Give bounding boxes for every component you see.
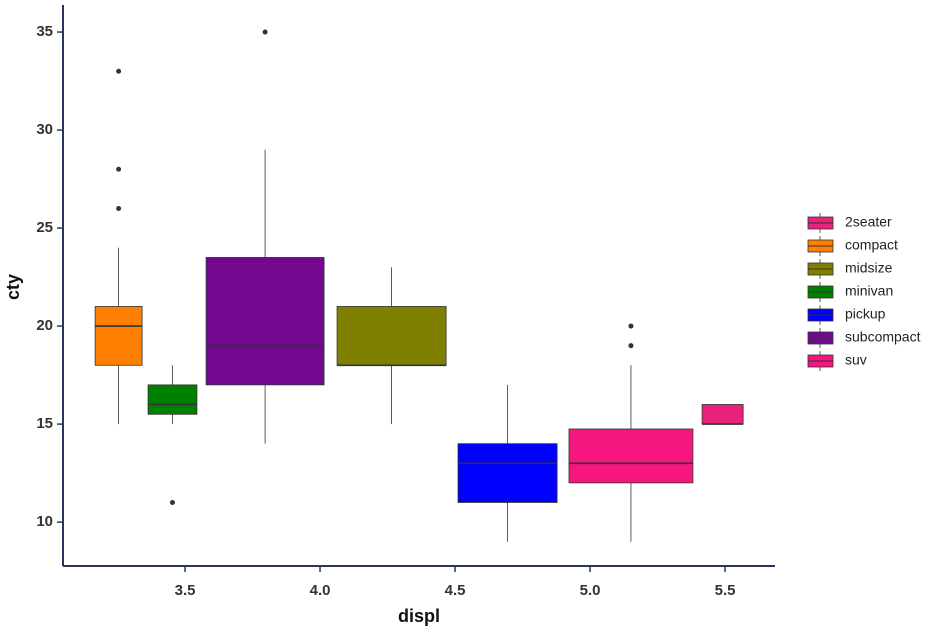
outlier: [169, 499, 175, 505]
legend-label: pickup: [845, 306, 886, 322]
outlier: [628, 343, 634, 349]
x-tick-label: 5.5: [715, 582, 736, 599]
x-axis-title: displ: [398, 606, 440, 626]
outlier: [116, 166, 122, 172]
outlier: [116, 205, 122, 211]
y-tick-label: 15: [36, 415, 53, 432]
box: [568, 428, 694, 484]
y-tick-label: 30: [36, 121, 53, 138]
x-tick-label: 5.0: [580, 582, 601, 599]
legend-label: compact: [845, 237, 898, 253]
x-tick-label: 4.5: [445, 582, 466, 599]
y-tick-label: 35: [36, 23, 53, 40]
y-tick-label: 25: [36, 219, 53, 236]
outlier: [262, 29, 268, 35]
legend-label: midsize: [845, 260, 893, 276]
y-axis-title: cty: [3, 274, 23, 300]
x-tick-label: 4.0: [310, 582, 331, 599]
legend-label: 2seater: [845, 214, 892, 230]
legend-label: subcompact: [845, 329, 921, 345]
box: [701, 404, 744, 425]
y-tick-label: 10: [36, 513, 53, 530]
outlier: [116, 68, 122, 74]
box: [147, 384, 198, 415]
box: [205, 257, 325, 386]
y-tick-label: 20: [36, 317, 53, 334]
x-tick-label: 3.5: [175, 582, 196, 599]
box: [457, 443, 558, 503]
box: [336, 306, 447, 366]
outlier: [628, 323, 634, 329]
legend-label: minivan: [845, 283, 893, 299]
box: [94, 306, 143, 366]
legend-label: suv: [845, 352, 867, 368]
